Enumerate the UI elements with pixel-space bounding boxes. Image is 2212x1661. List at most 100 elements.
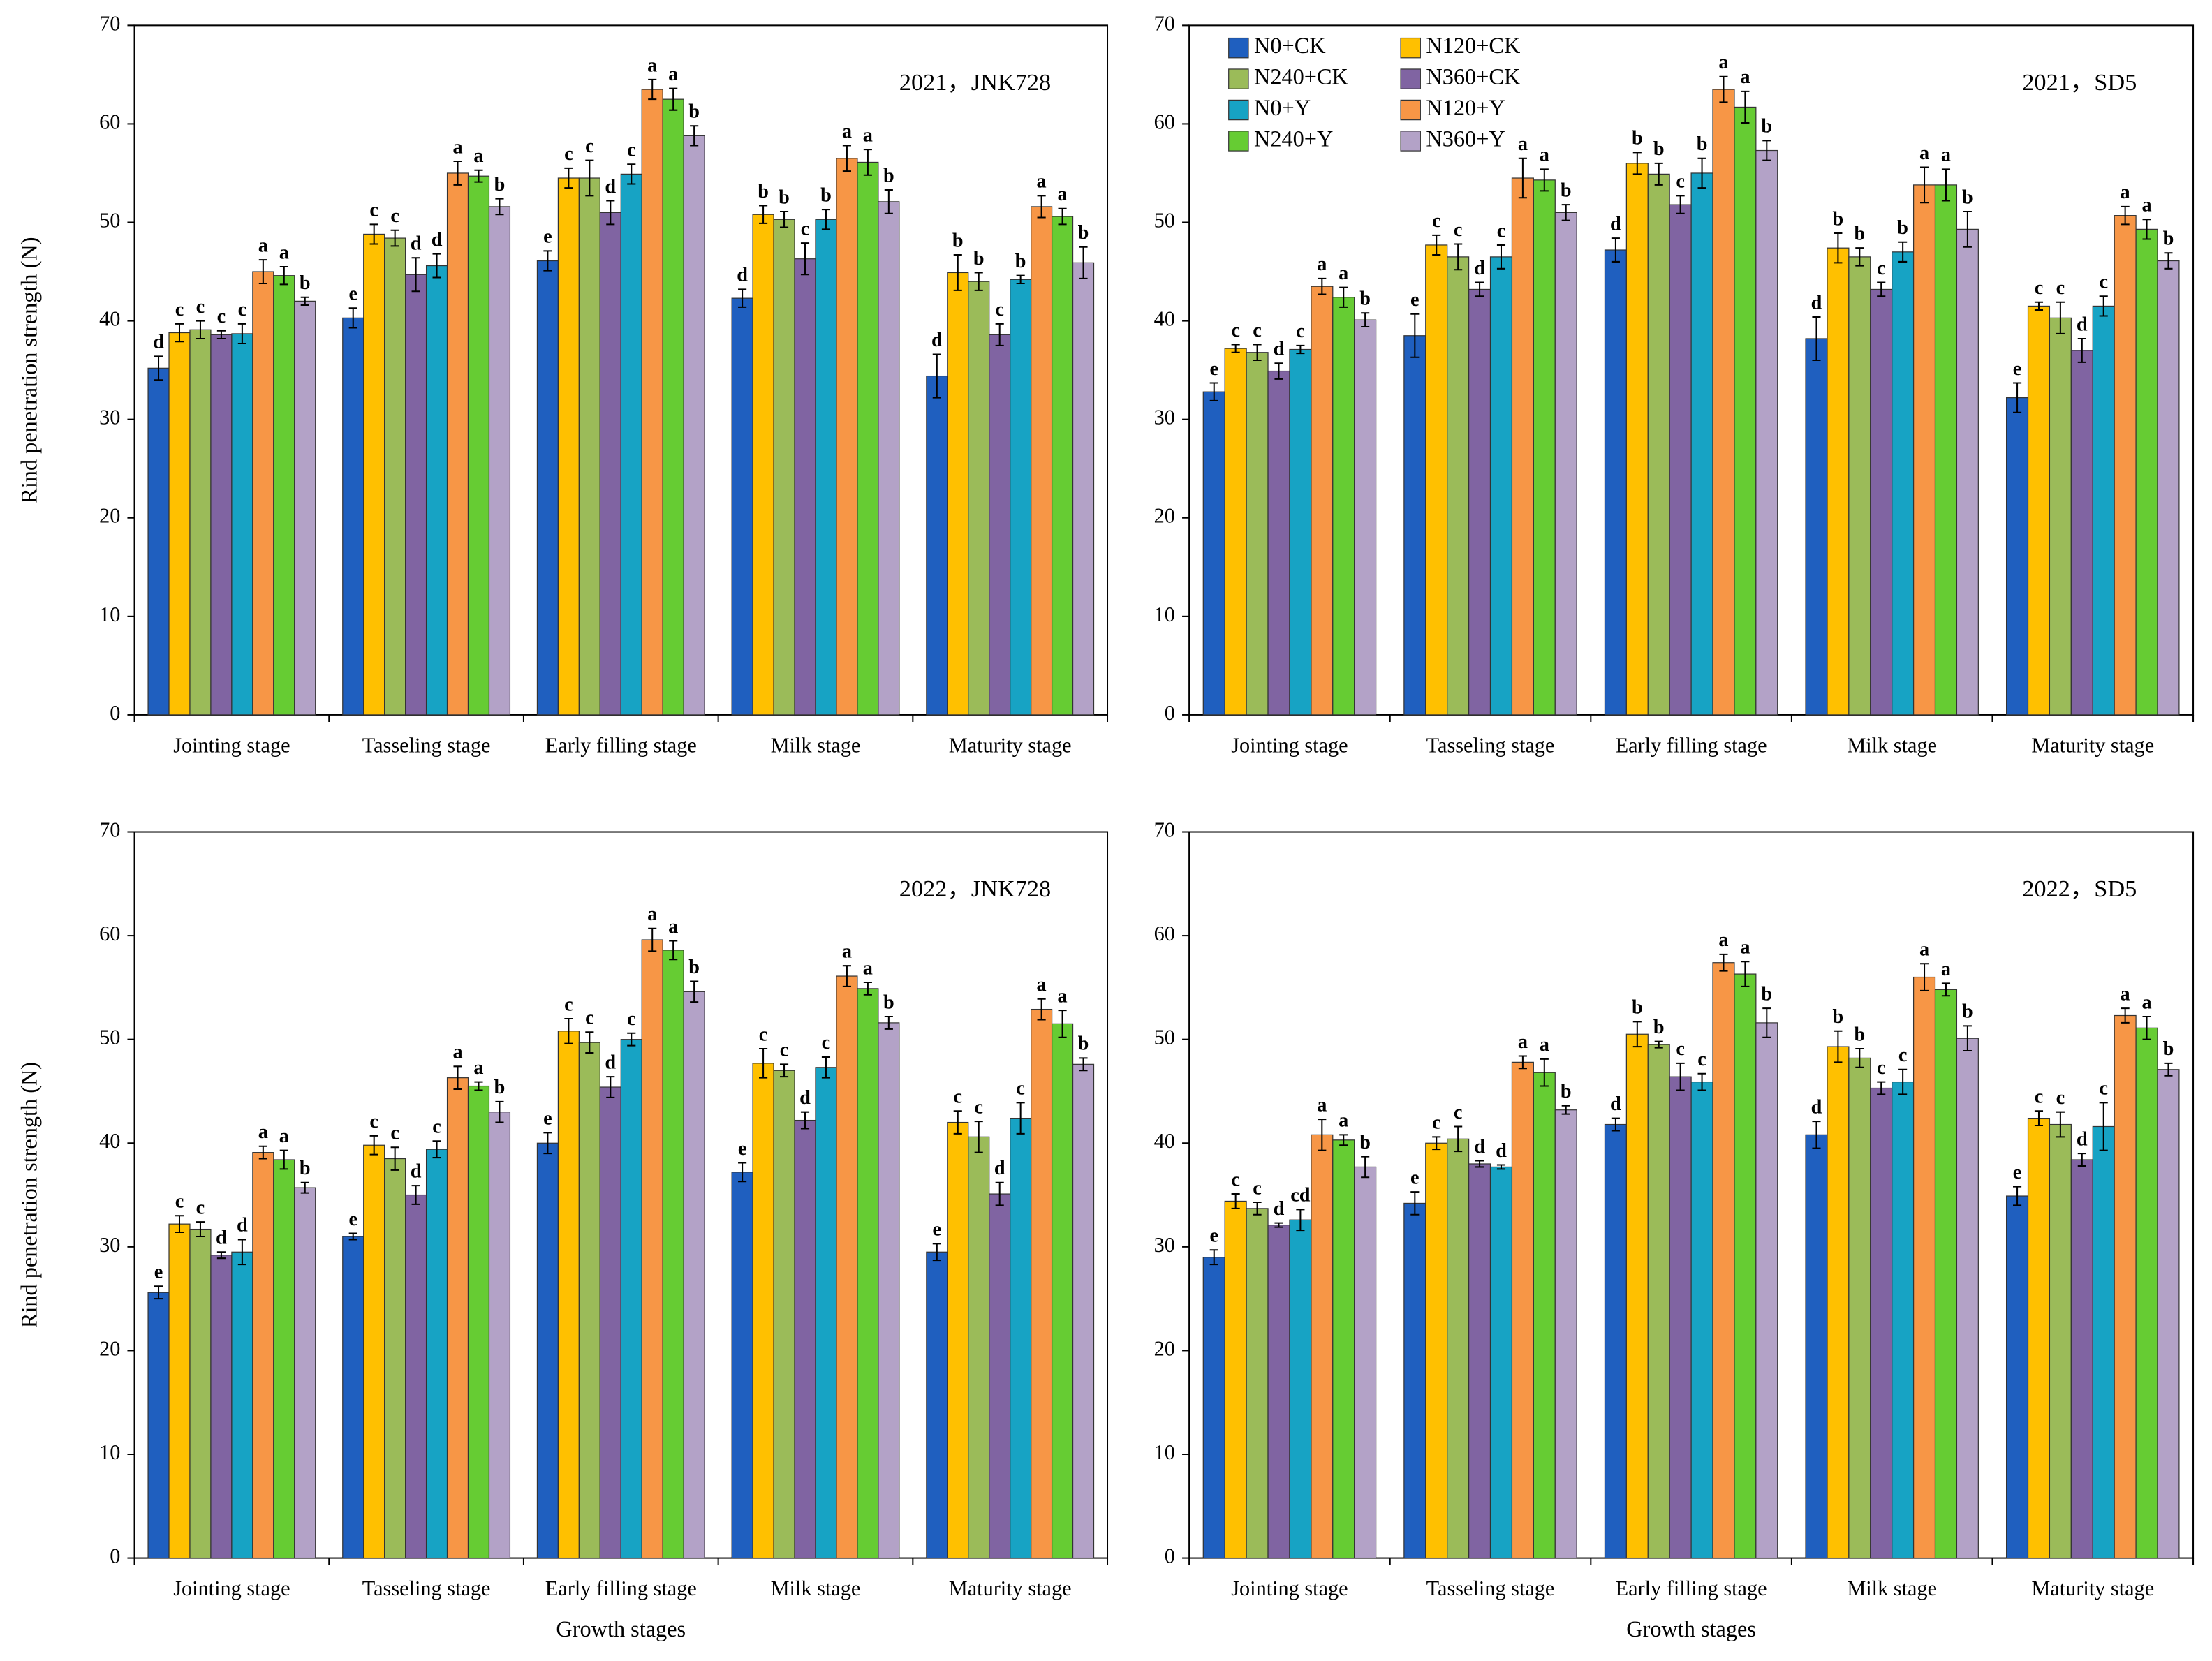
y-tick-label: 50: [99, 208, 120, 232]
bar: [1332, 1139, 1355, 1559]
bar: [1489, 1166, 1513, 1559]
bar: [1669, 1076, 1692, 1559]
bar: [968, 1136, 990, 1559]
x-tick-label: Jointing stage: [173, 1577, 290, 1600]
significance-letter: d: [994, 1158, 1005, 1179]
legend-swatch: [1228, 37, 1249, 59]
bar: [1934, 989, 1958, 1559]
error-bar: [669, 87, 678, 111]
bar: [1625, 163, 1649, 716]
significance-letter: b: [883, 165, 894, 186]
error-bar: [2099, 295, 2108, 317]
bar: [1690, 172, 1713, 716]
significance-letter: d: [737, 265, 748, 286]
bar: [836, 158, 858, 716]
y-tick-label: 0: [1165, 1544, 1175, 1568]
bar: [1870, 1087, 1893, 1559]
bar: [1604, 1123, 1627, 1559]
y-tick-label: 0: [110, 1544, 120, 1568]
bar: [1403, 1202, 1426, 1559]
bar: [1511, 177, 1534, 716]
error-bar: [1741, 961, 1750, 987]
significance-letter: a: [668, 64, 678, 85]
bar: [273, 275, 295, 716]
bar: [536, 1142, 559, 1559]
significance-letter: c: [1253, 1177, 1262, 1199]
y-tick-label: 10: [1154, 1440, 1175, 1464]
significance-letter: a: [1317, 1094, 1327, 1116]
error-bar: [453, 161, 462, 186]
error-bar: [474, 169, 483, 183]
error-bar: [453, 1065, 462, 1091]
error-bar: [432, 1140, 441, 1159]
y-tick-label: 40: [99, 1129, 120, 1153]
bar: [1489, 256, 1513, 716]
error-bar: [2034, 301, 2044, 311]
error-bar: [1253, 344, 1262, 362]
significance-letter: a: [647, 54, 657, 76]
error-bar: [1855, 247, 1864, 267]
error-bar: [1741, 90, 1750, 124]
bar: [1447, 256, 1470, 716]
bar: [878, 201, 900, 716]
bar: [1669, 204, 1692, 716]
legend-label: N240+CK: [1254, 64, 1348, 89]
error-bar: [1518, 157, 1527, 199]
bar: [968, 281, 990, 716]
significance-letter: b: [494, 1077, 506, 1098]
bar: [1870, 288, 1893, 716]
panel-title: 2022，SD5: [2022, 876, 2137, 902]
significance-letter: c: [1497, 220, 1506, 242]
significance-letter: d: [1274, 1198, 1285, 1220]
significance-letter: d: [153, 332, 164, 353]
error-bar: [884, 1015, 893, 1030]
significance-letter: c: [585, 135, 594, 157]
error-bar: [1318, 1119, 1327, 1151]
error-bar: [564, 1017, 573, 1044]
bar: [1511, 1061, 1534, 1559]
bar: [231, 1251, 253, 1559]
bar: [1734, 106, 1757, 716]
error-bar: [1963, 210, 1972, 248]
error-bar: [2099, 1102, 2108, 1151]
significance-letter: b: [2163, 1038, 2174, 1060]
error-bar: [1654, 162, 1663, 186]
error-bar: [348, 1232, 357, 1241]
error-bar: [175, 323, 184, 343]
error-bar: [1361, 1156, 1370, 1179]
significance-letter: b: [1078, 222, 1089, 244]
significance-letter: a: [1037, 974, 1047, 996]
bar: [1533, 1072, 1556, 1559]
error-bar: [800, 242, 810, 276]
error-bar: [1079, 246, 1088, 279]
significance-letter: c: [995, 299, 1004, 320]
error-bar: [1432, 234, 1441, 256]
error-bar: [932, 353, 941, 399]
error-bar: [1632, 1021, 1642, 1048]
error-bar: [1941, 168, 1951, 202]
significance-letter: b: [1078, 1033, 1089, 1055]
error-bar: [606, 200, 615, 226]
bar: [1755, 149, 1778, 716]
x-tick-label: Tasseling stage: [1426, 1577, 1555, 1600]
significance-letter: a: [842, 121, 852, 142]
significance-letter: c: [369, 200, 378, 221]
x-tick-label: Maturity stage: [949, 733, 1072, 757]
significance-letter: b: [1632, 997, 1643, 1019]
error-bar: [759, 205, 768, 224]
significance-letter: d: [1274, 339, 1285, 360]
significance-letter: b: [1561, 179, 1572, 201]
bar: [1805, 1134, 1828, 1559]
bar: [467, 1085, 490, 1559]
error-bar: [779, 1063, 789, 1078]
y-tick-label: 60: [99, 110, 120, 133]
bar: [1604, 249, 1627, 716]
legend-label: N240+Y: [1254, 126, 1333, 151]
bar: [662, 950, 684, 1559]
error-bar: [1037, 998, 1046, 1021]
significance-letter: d: [799, 1087, 811, 1109]
error-bar: [1496, 244, 1506, 270]
error-bar: [1518, 1055, 1527, 1070]
bar: [2005, 397, 2029, 716]
